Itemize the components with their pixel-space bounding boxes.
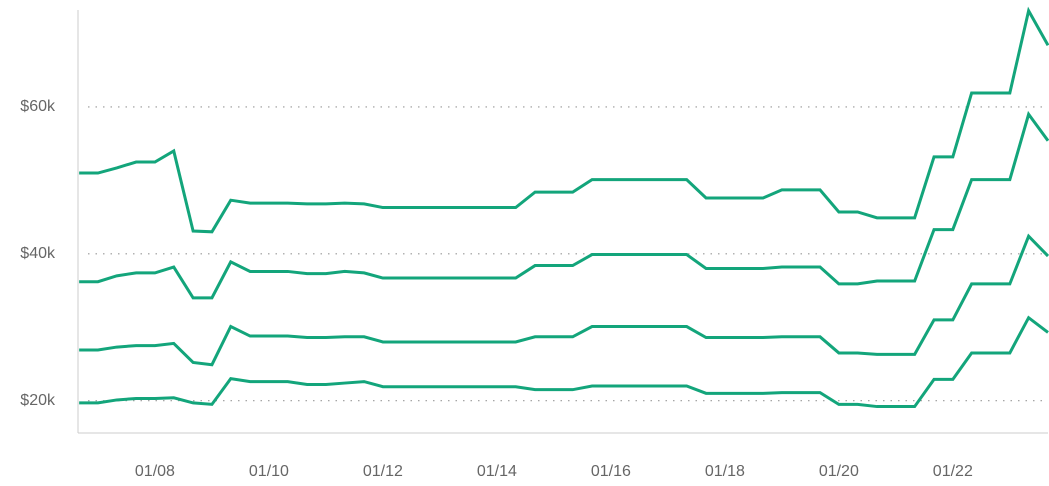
x-tick-label: 01/14 (477, 463, 517, 480)
y-tick-label: $40k (20, 245, 56, 262)
x-tick-label: 01/12 (363, 463, 403, 480)
x-tick-label: 01/10 (249, 463, 289, 480)
x-tick-label: 01/18 (705, 463, 745, 480)
y-tick-label: $20k (20, 392, 56, 409)
x-tick-label: 01/16 (591, 463, 631, 480)
x-tick-label: 01/20 (819, 463, 859, 480)
x-tick-label: 01/22 (933, 463, 973, 480)
x-tick-label: 01/08 (135, 463, 175, 480)
series-line (79, 110, 1049, 300)
series-line (79, 233, 1049, 367)
series-line (79, 315, 1049, 409)
y-tick-label: $60k (20, 98, 56, 115)
series-line (79, 6, 1049, 234)
